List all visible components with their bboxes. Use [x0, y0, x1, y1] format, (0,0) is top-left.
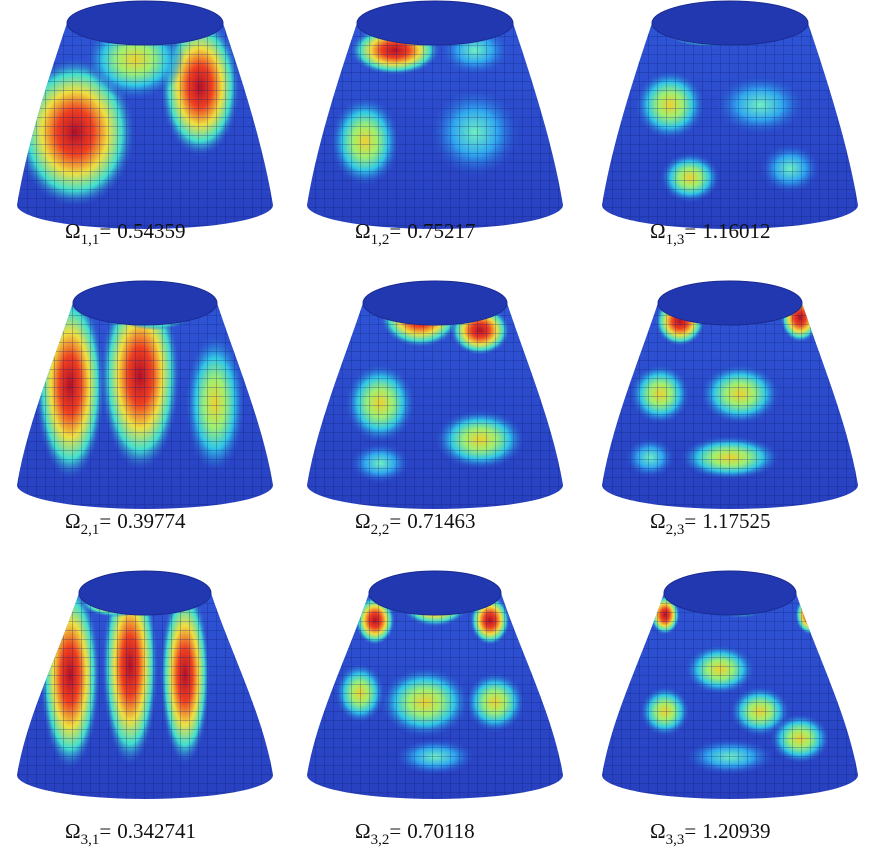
mode-index: 1,3 — [666, 232, 685, 248]
top-opening — [369, 571, 501, 615]
frequency-value: 1.20939 — [702, 819, 770, 843]
omega-symbol: Ω — [355, 219, 371, 243]
frequency-label: Ω2,3=1.17525 — [650, 509, 770, 538]
mode-index: 3,2 — [371, 832, 390, 848]
mode-index: 2,3 — [666, 522, 685, 538]
equals-sign: = — [99, 509, 111, 533]
frequency-value: 0.70118 — [407, 819, 474, 843]
omega-symbol: Ω — [65, 219, 81, 243]
mode-shape-panel — [307, 273, 563, 515]
equals-sign: = — [389, 819, 401, 843]
mode-shape-panel — [602, 273, 858, 515]
equals-sign: = — [99, 219, 111, 243]
omega-symbol: Ω — [650, 219, 666, 243]
top-opening — [79, 571, 211, 615]
equals-sign: = — [684, 219, 696, 243]
mode-index: 3,1 — [81, 832, 100, 848]
frequency-value: 0.75217 — [407, 219, 475, 243]
equals-sign: = — [389, 509, 401, 533]
equals-sign: = — [99, 819, 111, 843]
omega-symbol: Ω — [65, 509, 81, 533]
omega-symbol: Ω — [355, 819, 371, 843]
omega-symbol: Ω — [355, 509, 371, 533]
omega-symbol: Ω — [650, 819, 666, 843]
mode-shape-panel — [17, 273, 273, 515]
mode-index: 1,2 — [371, 232, 390, 248]
mode-index: 3,3 — [666, 832, 685, 848]
mode-shape-panel — [15, 0, 273, 235]
mode-shape-panel — [17, 563, 273, 805]
omega-symbol: Ω — [650, 509, 666, 533]
top-opening — [658, 281, 802, 325]
frequency-label: Ω2,2=0.71463 — [355, 509, 475, 538]
top-opening — [357, 1, 513, 45]
frequency-value: 1.17525 — [702, 509, 770, 533]
frequency-label: Ω2,1=0.39774 — [65, 509, 186, 538]
omega-symbol: Ω — [65, 819, 81, 843]
equals-sign: = — [684, 509, 696, 533]
mode-shape-panel — [307, 563, 563, 805]
top-opening — [664, 571, 796, 615]
frequency-label: Ω3,1=0.342741 — [65, 819, 196, 848]
frequency-value: 0.342741 — [117, 819, 196, 843]
top-opening — [363, 281, 507, 325]
frequency-value: 0.54359 — [117, 219, 185, 243]
mode-index: 2,2 — [371, 522, 390, 538]
mode-index: 2,1 — [81, 522, 100, 538]
frequency-value: 0.71463 — [407, 509, 475, 533]
figure: Ω1,1=0.54359Ω1,2=0.75217Ω1,3=1.16012Ω2,1… — [0, 0, 874, 854]
frequency-value: 0.39774 — [117, 509, 186, 533]
equals-sign: = — [684, 819, 696, 843]
top-opening — [652, 1, 808, 45]
top-opening — [73, 281, 217, 325]
mode-shape-panel — [602, 563, 858, 805]
mode-shape-panel — [602, 0, 858, 235]
mode-index: 1,1 — [81, 232, 100, 248]
mode-shape-panel — [307, 0, 563, 235]
top-opening — [67, 1, 223, 45]
frequency-value: 1.16012 — [702, 219, 770, 243]
frequency-label: Ω3,3=1.20939 — [650, 819, 770, 848]
equals-sign: = — [389, 219, 401, 243]
frequency-label: Ω3,2=0.70118 — [355, 819, 475, 848]
